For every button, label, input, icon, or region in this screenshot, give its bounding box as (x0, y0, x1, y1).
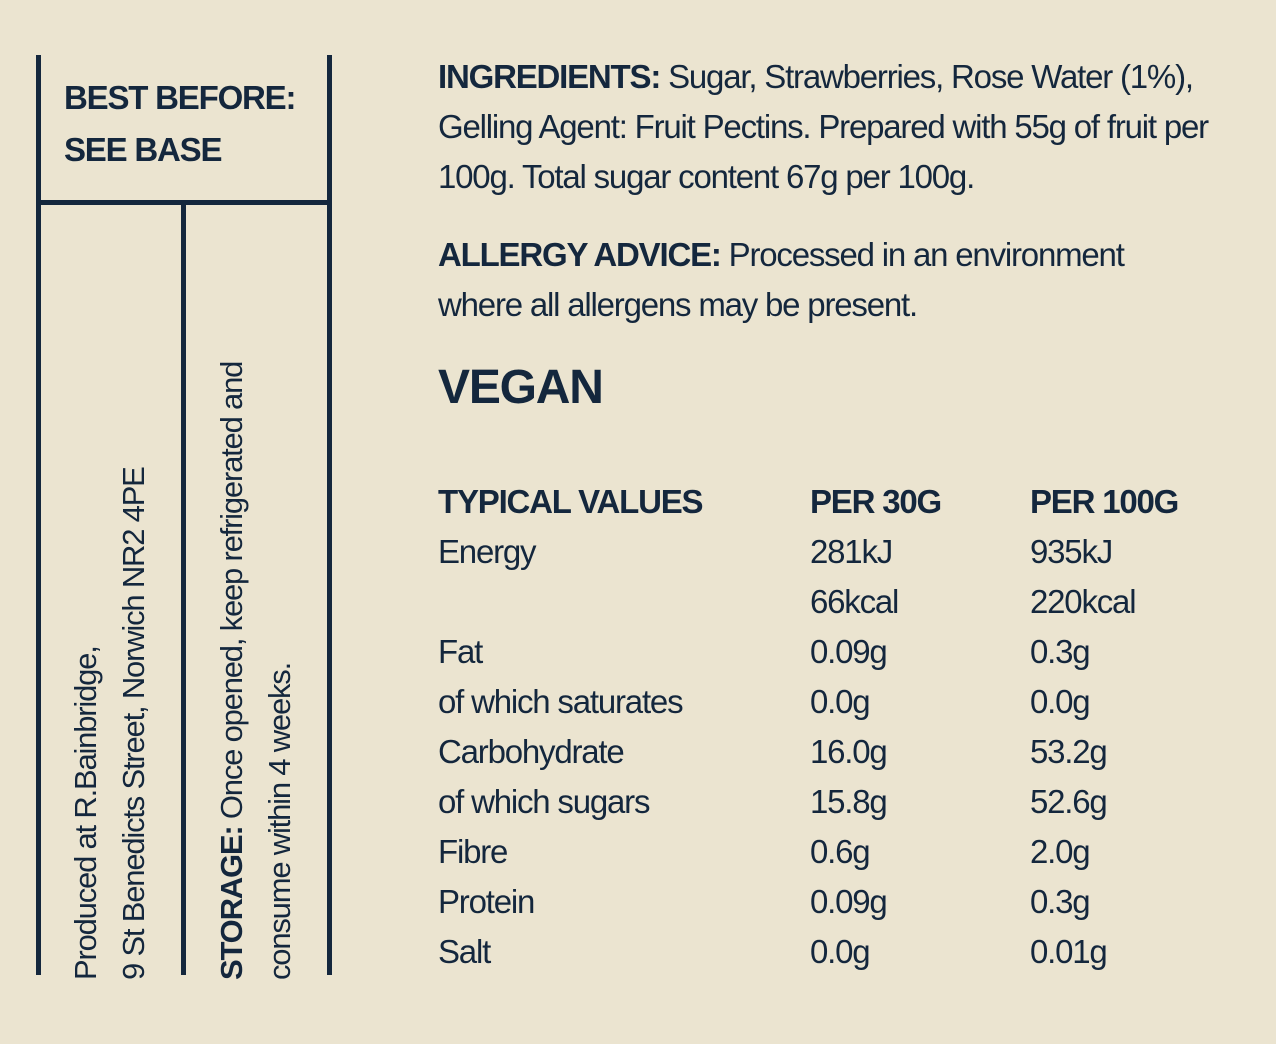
rule (181, 200, 186, 975)
producer-line: Produced at R.Bainbridge, (68, 646, 103, 980)
storage: STORAGE: Once opened, keep refrigerated … (208, 340, 304, 980)
ingredients: INGREDIENTS: Sugar, Strawberries, Rose W… (438, 52, 1258, 202)
nutrition-cell: 935kJ (1030, 533, 1113, 570)
rule (327, 55, 332, 975)
nutrition-cell: 66kcal (810, 583, 899, 620)
ingredients-text: Sugar, Strawberries, Rose Water (1%), Ge… (438, 58, 1209, 195)
storage-label: STORAGE: (214, 826, 249, 980)
nutrition-cell: 281kJ (810, 533, 893, 570)
best-before-label: BEST BEFORE: (64, 79, 296, 116)
nutrition-cell: of which sugars (438, 783, 650, 820)
best-before-value: SEE BASE (64, 131, 222, 168)
nutrition-cell: Protein (438, 883, 535, 920)
nutrition-cell: Carbohydrate (438, 733, 625, 770)
nutrition-cell: Salt (438, 933, 491, 970)
nutrition-cell: Energy (438, 533, 537, 570)
ingredients-label: INGREDIENTS: (438, 58, 661, 95)
producer-line: 9 St Benedicts Street, Norwich NR2 4PE (116, 467, 151, 980)
allergy: ALLERGY ADVICE: Processed in an environm… (438, 230, 1168, 330)
allergy-label: ALLERGY ADVICE: (438, 236, 722, 273)
rule (36, 55, 41, 975)
nutrition-cell: 0.09g (810, 883, 888, 920)
nutrition-cell: 0.6g (810, 833, 871, 870)
nutrition-cell: 0.0g (1030, 683, 1091, 720)
nutrition-cell: 15.8g (810, 783, 888, 820)
nutrition-cell: of which saturates (438, 683, 684, 720)
nutrition-cell: Fat (438, 633, 483, 670)
nutrition-cell: 0.0g (810, 683, 871, 720)
nutrition-header: TYPICAL VALUES (438, 483, 704, 520)
nutrition-header: PER 100G (1030, 483, 1179, 520)
nutrition-cell: 0.0g (810, 933, 871, 970)
best-before: BEST BEFORE: SEE BASE (64, 72, 296, 176)
nutrition-cell: Fibre (438, 833, 508, 870)
nutrition-cell: 16.0g (810, 733, 888, 770)
nutrition-cell: 2.0g (1030, 833, 1091, 870)
nutrition-cell: 53.2g (1030, 733, 1108, 770)
nutrition-cell: 52.6g (1030, 783, 1108, 820)
nutrition-cell: 0.3g (1030, 883, 1091, 920)
nutrition-header: PER 30G (810, 483, 942, 520)
allergy-text: Processed in an environment where all al… (438, 236, 1125, 323)
nutrition-cell: 0.01g (1030, 933, 1108, 970)
vegan: VEGAN (438, 361, 604, 414)
nutrition-cell: 0.3g (1030, 633, 1091, 670)
nutrition-cell: 0.09g (810, 633, 888, 670)
nutrition-cell: 220kcal (1030, 583, 1137, 620)
producer: Produced at R.Bainbridge, 9 St Benedicts… (62, 467, 158, 980)
